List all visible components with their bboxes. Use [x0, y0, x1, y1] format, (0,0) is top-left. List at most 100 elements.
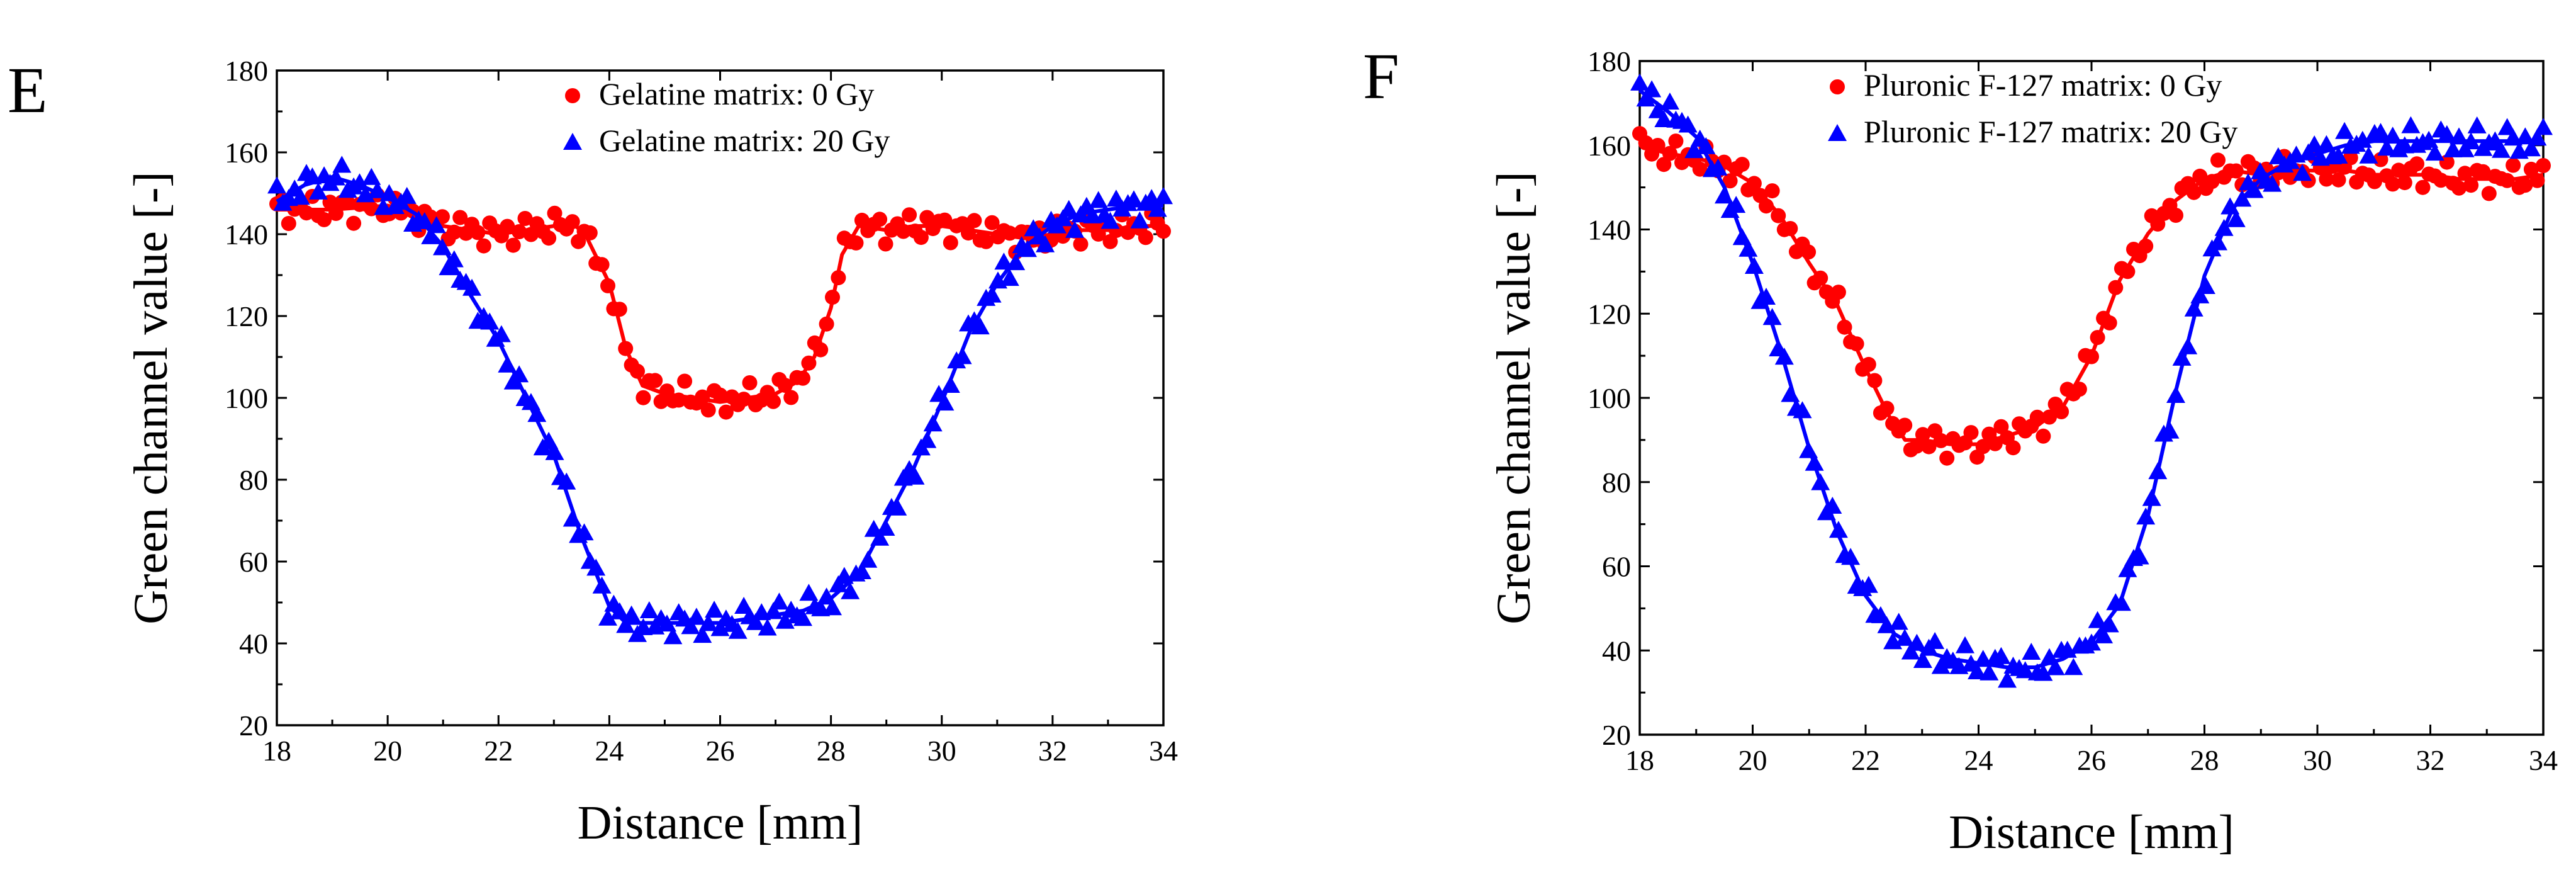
data-point — [2497, 118, 2517, 135]
data-point — [2192, 168, 2208, 184]
data-point — [876, 519, 895, 536]
data-point — [917, 431, 937, 448]
data-point — [681, 617, 700, 635]
data-point — [267, 176, 286, 194]
data-point — [966, 213, 982, 229]
x-tick-label: 18 — [262, 735, 291, 767]
data-point — [281, 216, 296, 231]
y-tick-label: 60 — [239, 546, 268, 578]
data-point — [2082, 633, 2101, 651]
data-point — [2305, 135, 2324, 152]
data-point — [1002, 225, 1017, 241]
x-tick-label: 26 — [706, 735, 735, 767]
data-point — [686, 608, 706, 625]
data-point — [2220, 197, 2240, 215]
data-point — [658, 614, 676, 632]
data-point — [2102, 315, 2117, 331]
data-point — [2475, 164, 2491, 179]
data-point — [1939, 450, 1955, 466]
data-point — [476, 238, 491, 254]
data-point — [2377, 139, 2397, 156]
series-1 — [1630, 73, 2553, 688]
data-point — [1841, 548, 1861, 565]
data-point — [831, 270, 846, 286]
x-tick-label: 22 — [1851, 744, 1880, 776]
y-tick-label: 140 — [225, 218, 268, 251]
data-point — [1830, 285, 1846, 300]
data-point — [1660, 93, 1679, 110]
data-point — [1018, 240, 1037, 257]
data-point — [1124, 190, 1143, 208]
data-point — [902, 207, 917, 223]
data-point — [1727, 196, 1746, 213]
data-point — [2148, 462, 2168, 480]
data-point — [841, 582, 860, 599]
data-point — [328, 206, 344, 221]
data-point — [2090, 330, 2105, 346]
data-point — [1734, 157, 1750, 172]
data-point — [2353, 130, 2372, 148]
data-point — [1732, 228, 1752, 246]
data-point — [1715, 186, 1733, 204]
data-point — [2168, 208, 2183, 223]
data-point — [616, 616, 636, 633]
data-point — [510, 365, 529, 383]
y-tick-label: 140 — [1588, 214, 1631, 246]
data-point — [2029, 409, 2045, 425]
data-point — [1897, 417, 1913, 433]
data-point — [777, 378, 793, 393]
data-point — [1859, 575, 1878, 593]
data-point — [2071, 382, 2087, 397]
data-point — [574, 523, 594, 541]
data-point — [444, 250, 464, 268]
y-tick-label: 80 — [239, 464, 268, 496]
data-point — [1823, 497, 1842, 514]
data-point — [799, 584, 819, 601]
data-point — [2371, 123, 2390, 140]
data-point — [1968, 662, 1987, 679]
data-point — [982, 285, 1002, 303]
data-point — [299, 205, 314, 221]
y-tick-label: 120 — [1588, 298, 1631, 330]
x-tick-label: 30 — [927, 735, 956, 767]
data-point — [362, 167, 381, 185]
data-point — [923, 414, 943, 432]
data-point — [2359, 146, 2378, 164]
panel-letter: F — [1363, 40, 1399, 113]
y-tick-label: 180 — [1588, 45, 1631, 77]
legend-label: Pluronic F-127 matrix: 20 Gy — [1864, 114, 2237, 149]
data-point — [2293, 164, 2312, 181]
data-point — [1764, 183, 1780, 199]
data-point — [1059, 200, 1078, 217]
legend-marker — [1830, 79, 1845, 94]
data-point — [1980, 663, 1999, 681]
data-point — [1662, 145, 1677, 161]
data-point — [1678, 115, 1698, 133]
data-point — [1799, 441, 1818, 458]
data-point — [775, 611, 795, 629]
data-point — [961, 225, 976, 241]
data-point — [2186, 184, 2202, 200]
data-point — [647, 373, 663, 388]
data-point — [1757, 288, 1776, 305]
data-point — [1931, 657, 1951, 674]
data-point — [2138, 238, 2154, 254]
data-point — [2084, 349, 2099, 365]
data-point — [1656, 157, 1672, 172]
data-point — [1889, 613, 1908, 630]
data-point — [698, 614, 718, 631]
data-point — [630, 363, 645, 379]
data-point — [367, 181, 387, 198]
data-point — [825, 290, 840, 305]
data-point — [2481, 186, 2497, 201]
x-tick-label: 34 — [2529, 744, 2558, 776]
series-0 — [269, 187, 1171, 420]
data-point — [618, 341, 634, 356]
data-point — [600, 278, 615, 293]
data-point — [2391, 162, 2407, 178]
data-point — [2108, 280, 2124, 295]
data-point — [1744, 257, 1764, 274]
data-point — [557, 472, 576, 490]
data-point — [1762, 308, 1782, 325]
